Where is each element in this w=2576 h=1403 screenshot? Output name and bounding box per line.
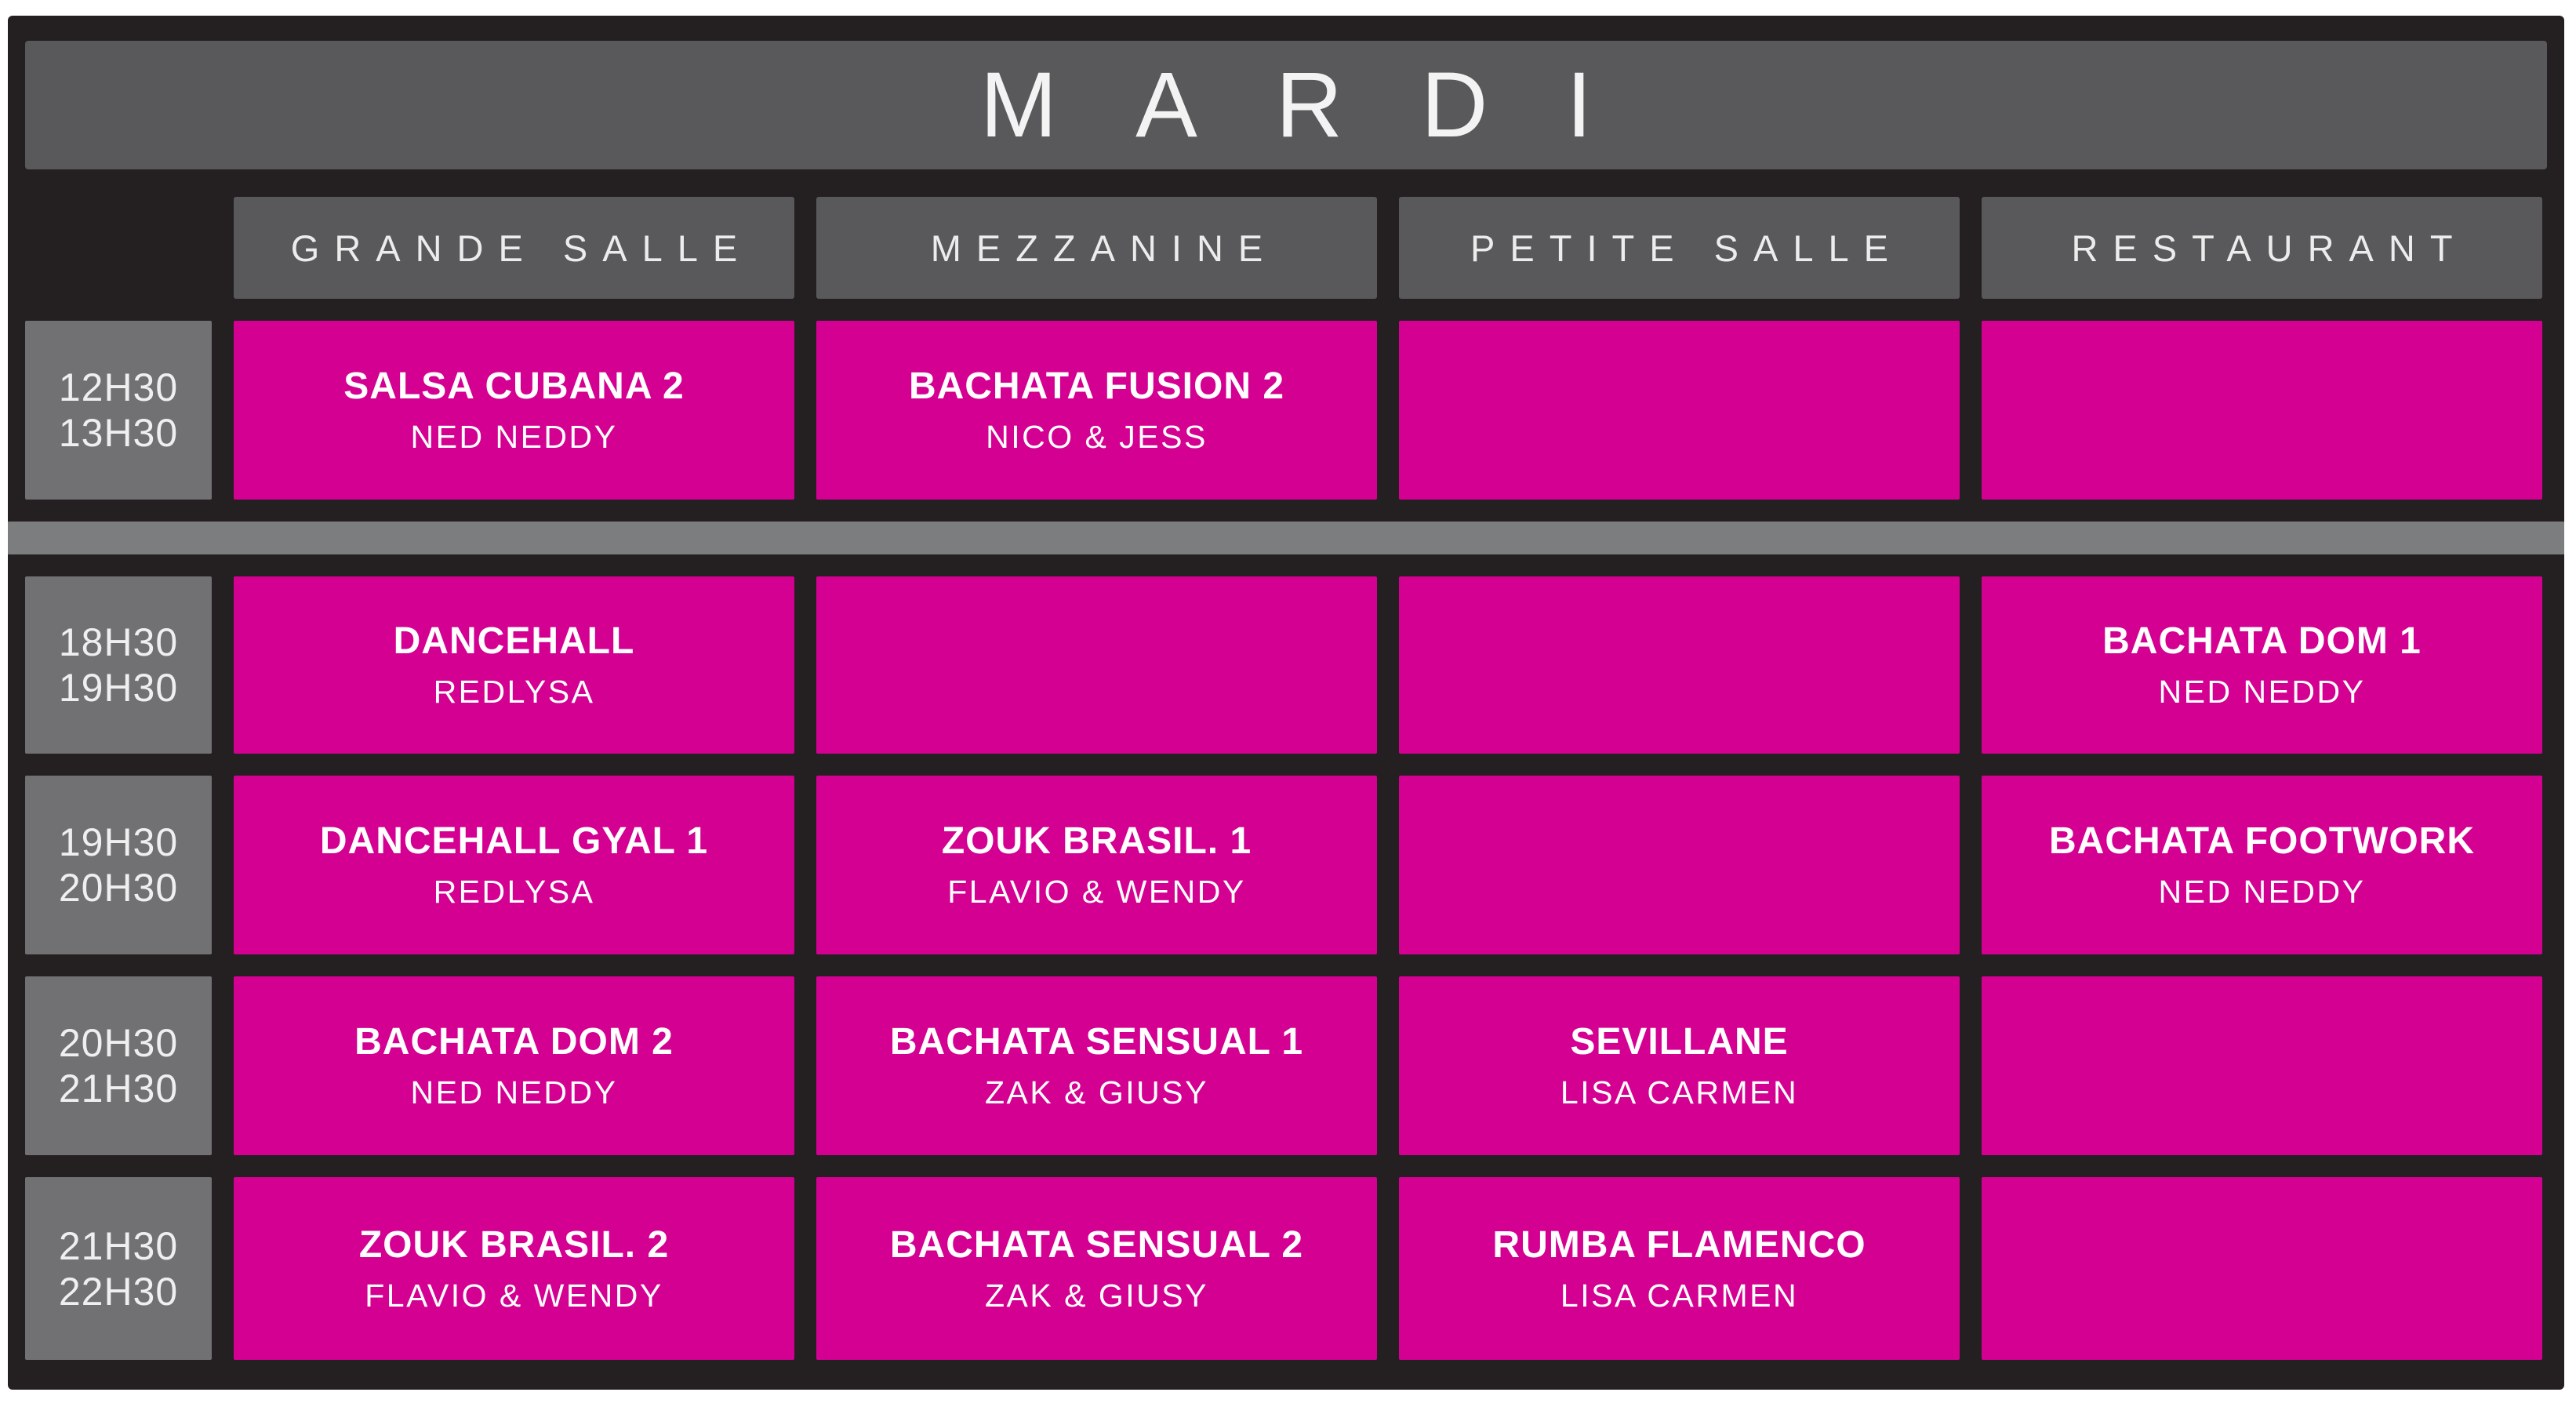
corner-spacer <box>25 197 212 299</box>
class-cell: ZOUK BRASIL. 1 FLAVIO & WENDY <box>816 776 1377 954</box>
class-instructor: NED NEDDY <box>410 1074 618 1110</box>
column-header-restaurant: RESTAURANT <box>1982 197 2542 299</box>
column-header-mezzanine: MEZZANINE <box>816 197 1377 299</box>
class-instructor: NICO & JESS <box>986 419 1208 455</box>
class-title: SEVILLANE <box>1570 1021 1789 1063</box>
class-instructor: FLAVIO & WENDY <box>365 1277 663 1314</box>
class-cell-empty <box>1982 976 2542 1155</box>
class-title: BACHATA SENSUAL 1 <box>889 1021 1304 1063</box>
class-cell: BACHATA SENSUAL 2 ZAK & GIUSY <box>816 1177 1377 1360</box>
class-instructor: FLAVIO & WENDY <box>947 874 1246 910</box>
class-title: SALSA CUBANA 2 <box>343 365 685 407</box>
time-start: 18H30 <box>58 620 179 664</box>
class-cell-empty <box>1399 576 1960 754</box>
time-start: 20H30 <box>58 1021 179 1065</box>
class-instructor: ZAK & GIUSY <box>985 1074 1208 1110</box>
time-slot: 21H30 22H30 <box>25 1177 212 1360</box>
class-cell-empty <box>1399 321 1960 500</box>
day-title: MARDI <box>979 53 1671 157</box>
time-end: 20H30 <box>58 866 179 910</box>
time-end: 13H30 <box>58 411 179 455</box>
time-slot: 18H30 19H30 <box>25 576 212 754</box>
class-instructor: LISA CARMEN <box>1560 1277 1799 1314</box>
class-instructor: LISA CARMEN <box>1560 1074 1799 1110</box>
class-instructor: NED NEDDY <box>410 419 618 455</box>
class-title: BACHATA DOM 2 <box>354 1021 674 1063</box>
class-instructor: REDLYSA <box>433 674 595 710</box>
class-title: DANCEHALL <box>393 620 635 662</box>
class-cell: BACHATA DOM 2 NED NEDDY <box>234 976 794 1155</box>
schedule-table: MARDI GRANDE SALLE MEZZANINE PETITE SALL… <box>8 16 2564 1390</box>
class-cell: SALSA CUBANA 2 NED NEDDY <box>234 321 794 500</box>
class-instructor: ZAK & GIUSY <box>985 1277 1208 1314</box>
class-cell: DANCEHALL GYAL 1 REDLYSA <box>234 776 794 954</box>
class-cell: SEVILLANE LISA CARMEN <box>1399 976 1960 1155</box>
class-instructor: REDLYSA <box>433 874 595 910</box>
time-slot: 19H30 20H30 <box>25 776 212 954</box>
column-header-label: GRANDE SALLE <box>290 227 753 269</box>
class-instructor: NED NEDDY <box>2158 874 2366 910</box>
time-start: 19H30 <box>58 820 179 864</box>
class-title: DANCEHALL GYAL 1 <box>319 820 709 862</box>
class-title: BACHATA DOM 1 <box>2102 620 2422 662</box>
column-header-grande-salle: GRANDE SALLE <box>234 197 794 299</box>
class-cell: BACHATA FUSION 2 NICO & JESS <box>816 321 1377 500</box>
time-slot: 12H30 13H30 <box>25 321 212 500</box>
day-header: MARDI <box>25 41 2547 169</box>
midday-separator-bar <box>8 522 2564 554</box>
time-end: 19H30 <box>58 666 179 710</box>
class-title: BACHATA FOOTWORK <box>2048 820 2475 862</box>
column-header-label: RESTAURANT <box>2071 227 2468 269</box>
column-header-label: MEZZANINE <box>930 227 1278 269</box>
column-header-petite-salle: PETITE SALLE <box>1399 197 1960 299</box>
class-cell-empty <box>1982 321 2542 500</box>
class-title: RUMBA FLAMENCO <box>1492 1223 1866 1266</box>
time-end: 21H30 <box>58 1067 179 1110</box>
class-instructor: NED NEDDY <box>2158 674 2366 710</box>
class-cell-empty <box>1982 1177 2542 1360</box>
time-slot: 20H30 21H30 <box>25 976 212 1155</box>
class-cell: RUMBA FLAMENCO LISA CARMEN <box>1399 1177 1960 1360</box>
class-title: ZOUK BRASIL. 2 <box>358 1223 670 1266</box>
class-cell: DANCEHALL REDLYSA <box>234 576 794 754</box>
class-cell: BACHATA FOOTWORK NED NEDDY <box>1982 776 2542 954</box>
class-cell: BACHATA DOM 1 NED NEDDY <box>1982 576 2542 754</box>
class-cell: ZOUK BRASIL. 2 FLAVIO & WENDY <box>234 1177 794 1360</box>
class-title: BACHATA SENSUAL 2 <box>889 1223 1304 1266</box>
class-title: BACHATA FUSION 2 <box>908 365 1285 407</box>
class-cell-empty <box>1399 776 1960 954</box>
time-start: 12H30 <box>58 365 179 409</box>
time-start: 21H30 <box>58 1223 179 1268</box>
class-cell: BACHATA SENSUAL 1 ZAK & GIUSY <box>816 976 1377 1155</box>
schedule-grid: GRANDE SALLE MEZZANINE PETITE SALLE REST… <box>8 197 2564 1360</box>
time-end: 22H30 <box>58 1269 179 1314</box>
class-title: ZOUK BRASIL. 1 <box>941 820 1252 862</box>
column-header-label: PETITE SALLE <box>1470 227 1903 269</box>
class-cell-empty <box>816 576 1377 754</box>
